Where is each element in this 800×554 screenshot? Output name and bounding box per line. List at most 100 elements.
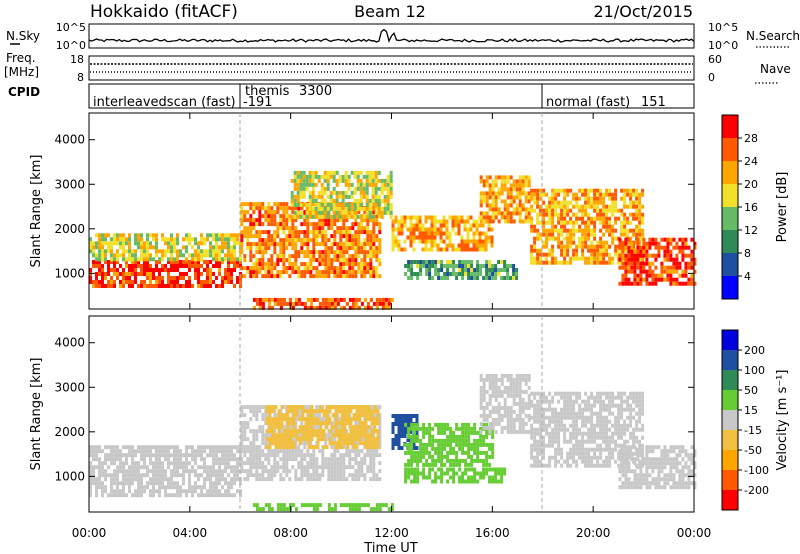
power-cell — [258, 262, 262, 267]
velocity-cell — [342, 477, 346, 482]
velocity-cell — [503, 409, 507, 414]
velocity-cell — [209, 493, 212, 498]
velocity-cell — [413, 450, 417, 455]
velocity-cell — [203, 493, 206, 498]
power-cell — [288, 214, 292, 219]
power-cell — [233, 284, 236, 288]
power-cell — [375, 222, 379, 227]
velocity-cell — [167, 493, 170, 498]
velocity-cell — [506, 409, 510, 414]
power-cell — [675, 245, 679, 250]
power-cell — [324, 254, 328, 259]
power-cell — [590, 244, 594, 249]
velocity-cell — [116, 485, 119, 490]
power-cell — [608, 192, 612, 197]
power-cell — [330, 305, 334, 310]
velocity-cell — [372, 449, 376, 454]
velocity-cell — [125, 445, 128, 450]
power-cell — [669, 265, 673, 270]
power-cell — [143, 284, 146, 288]
power-cell — [363, 262, 367, 267]
power-cell — [267, 230, 271, 235]
power-cell — [203, 249, 206, 254]
velocity-cell — [143, 485, 146, 490]
velocity-cell — [280, 425, 284, 430]
power-cell — [400, 247, 404, 252]
velocity-cell — [422, 475, 426, 480]
velocity-cell — [515, 393, 519, 398]
velocity-cell — [358, 421, 362, 426]
power-cell — [305, 214, 309, 219]
power-cell — [365, 214, 369, 219]
velocity-cell — [209, 481, 212, 486]
velocity-cell — [188, 481, 191, 486]
power-cell — [512, 183, 516, 188]
power-cell — [506, 272, 510, 276]
power-cell — [324, 222, 328, 227]
power-cell — [318, 274, 322, 279]
power-cell — [533, 244, 537, 249]
power-cell — [457, 231, 461, 236]
velocity-cell — [146, 481, 149, 486]
power-cell — [236, 257, 239, 262]
power-cell — [303, 301, 307, 306]
velocity-cell — [194, 469, 197, 474]
velocity-cell — [364, 413, 368, 418]
power-cell — [633, 273, 637, 278]
power-cell — [249, 230, 253, 235]
power-cell — [374, 186, 378, 191]
power-cell — [294, 258, 298, 263]
velocity-cell — [482, 389, 486, 394]
velocity-cell — [230, 481, 233, 486]
velocity-cell — [497, 377, 501, 382]
velocity-cell — [215, 489, 218, 494]
velocity-cell — [446, 450, 450, 455]
velocity-cell — [488, 373, 492, 378]
power-cell — [236, 237, 239, 242]
power-cell — [428, 260, 432, 264]
power-cell — [383, 182, 387, 187]
power-cell — [678, 245, 682, 250]
power-cell — [418, 227, 422, 232]
velocity-cell — [273, 457, 277, 462]
power-cell — [140, 233, 143, 238]
velocity-cell — [391, 414, 395, 418]
power-cell — [230, 257, 233, 262]
velocity-cell — [434, 450, 438, 455]
power-cell — [599, 236, 603, 241]
power-cell — [312, 230, 316, 235]
velocity-cell — [218, 489, 221, 494]
power-cell — [329, 214, 333, 219]
velocity-cell — [491, 409, 495, 414]
velocity-cell — [482, 471, 486, 476]
power-cell — [542, 224, 546, 229]
velocity-cell — [452, 475, 456, 480]
power-cell — [494, 191, 498, 196]
velocity-cell — [410, 471, 414, 476]
velocity-cell — [339, 457, 343, 462]
power-cell — [347, 210, 351, 215]
power-cell — [311, 214, 315, 219]
velocity-cell — [309, 457, 313, 462]
power-cell — [273, 234, 277, 239]
velocity-cell — [294, 457, 298, 462]
power-cell — [451, 247, 455, 252]
velocity-cell — [467, 430, 471, 435]
power-cell — [372, 250, 376, 255]
power-cell — [485, 203, 489, 208]
power-cell — [305, 178, 309, 183]
power-cell — [681, 269, 685, 274]
velocity-cell — [373, 405, 377, 410]
power-cell — [608, 252, 612, 257]
velocity-cell — [361, 425, 365, 430]
power-cell — [363, 270, 367, 275]
velocity-cell — [110, 457, 113, 462]
power-cell — [324, 246, 328, 251]
power-cell — [335, 202, 339, 207]
power-cell — [351, 305, 355, 310]
velocity-cell — [306, 473, 310, 478]
power-cell — [348, 305, 352, 310]
velocity-cell — [455, 442, 459, 447]
power-cell — [448, 243, 452, 248]
velocity-cell — [255, 477, 259, 482]
